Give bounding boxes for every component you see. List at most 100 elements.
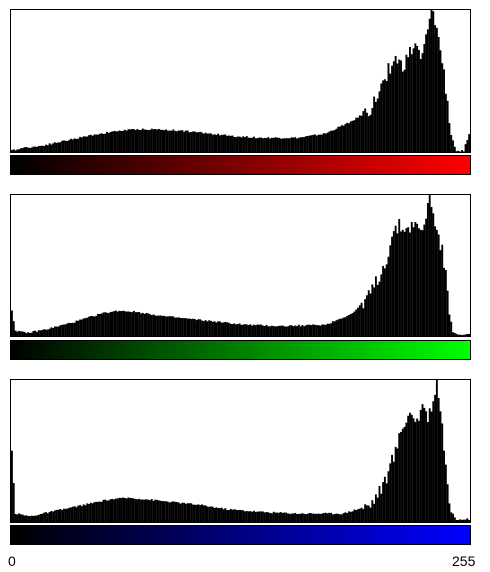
histogram-bin-green-215 [396,233,399,336]
histogram-bin-blue-172 [319,513,322,522]
histogram-bin-red-10 [28,147,31,152]
histogram-bin-green-26 [57,326,60,336]
histogram-bin-blue-231 [425,411,428,522]
histogram-bin-blue-182 [337,513,340,522]
histogram-bin-blue-98 [186,503,189,522]
histogram-bin-green-102 [193,319,196,336]
histogram-bin-red-90 [172,129,175,152]
histogram-bin-green-93 [177,317,180,336]
histogram-bin-blue-102 [193,504,196,522]
histogram-bin-red-97 [184,130,187,152]
histogram-bin-blue-6 [21,514,24,522]
histogram-bin-green-37 [77,320,80,336]
histogram-bin-green-99 [188,318,191,336]
histogram-bin-blue-233 [428,408,431,522]
histogram-bin-red-174 [322,133,325,152]
histogram-bin-green-160 [297,324,300,336]
histogram-bin-green-90 [172,316,175,336]
histogram-bin-blue-219 [403,426,406,522]
histogram-bin-green-210 [387,256,390,336]
histogram-bin-blue-245 [450,512,453,522]
histogram-bin-green-89 [170,316,173,336]
histogram-bin-green-27 [59,325,62,336]
histogram-bin-green-253 [464,334,467,336]
histogram-bin-green-2 [14,330,17,336]
histogram-bin-red-29 [62,140,65,152]
histogram-bin-blue-123 [231,509,234,522]
histogram-bin-blue-240 [441,423,444,522]
histogram-bin-blue-149 [278,512,281,522]
histogram-bin-red-175 [324,133,327,152]
histogram-bin-red-223 [410,54,413,152]
histogram-bin-green-59 [116,311,119,336]
histogram-bin-blue-230 [423,407,426,522]
histogram-bin-blue-33 [70,507,73,522]
histogram-bin-red-45 [91,135,94,152]
histogram-bin-red-55 [109,132,112,152]
histogram-bin-red-107 [202,133,205,152]
histogram-bin-green-103 [195,320,198,336]
histogram-bin-green-230 [423,224,426,336]
histogram-bin-green-82 [158,315,160,336]
histogram-bin-red-40 [82,136,85,152]
histogram-bin-green-204 [376,284,379,336]
histogram-bin-red-60 [118,130,121,152]
histogram-bin-red-141 [263,137,266,152]
histogram-bin-green-189 [349,314,352,336]
histogram-bin-green-6 [21,331,24,336]
histogram-bin-red-0 [11,150,13,152]
histogram-bin-green-19 [45,329,47,336]
histogram-bin-red-167 [310,135,313,152]
histogram-bin-blue-19 [45,512,47,522]
histogram-bin-blue-155 [288,513,291,522]
histogram-bin-red-140 [262,138,264,152]
histogram-bin-red-158 [294,137,297,152]
histogram-bin-green-41 [84,318,87,336]
histogram-bin-red-94 [179,130,182,152]
histogram-bin-green-188 [348,315,350,336]
histogram-bin-green-190 [351,313,354,336]
histogram-bin-green-29 [62,324,65,336]
histogram-bin-blue-121 [227,510,230,522]
histogram-bin-green-32 [68,322,71,336]
histogram-bin-red-101 [192,131,194,152]
histogram-bin-red-20 [46,145,49,152]
histogram-bin-green-234 [430,207,433,336]
histogram-bin-red-99 [188,132,191,152]
histogram-bin-blue-115 [217,507,220,522]
histogram-bin-red-69 [134,130,137,152]
histogram-bin-green-174 [322,324,325,336]
histogram-bin-green-193 [357,307,359,336]
histogram-bin-blue-166 [308,512,311,522]
histogram-bin-red-146 [272,137,275,152]
histogram-bin-red-212 [391,65,393,152]
histogram-bin-blue-71 [138,498,141,522]
histogram-bin-red-87 [166,130,169,152]
histogram-bin-red-177 [328,131,331,152]
histogram-bin-blue-225 [414,421,417,522]
histogram-bin-red-240 [441,63,444,152]
histogram-bin-red-51 [102,133,105,152]
histogram-bin-red-16 [39,145,42,152]
histogram-bin-blue-132 [247,511,250,522]
histogram-bin-green-153 [285,326,288,336]
histogram-bin-blue-15 [37,514,40,522]
histogram-bin-green-141 [263,325,266,336]
histogram-bin-blue-95 [181,502,184,522]
histogram-bin-blue-165 [306,513,309,522]
histogram-bin-green-144 [269,326,272,336]
histogram-bin-blue-215 [396,448,399,522]
histogram-bin-blue-56 [111,498,114,522]
histogram-bin-green-81 [156,315,159,336]
histogram-bin-red-125 [235,137,238,152]
histogram-bin-green-126 [236,323,239,336]
histogram-bin-red-248 [455,151,458,152]
histogram-bin-green-75 [145,312,148,336]
histogram-bin-blue-228 [419,409,422,522]
histogram-bin-green-16 [39,330,42,336]
histogram-bin-red-236 [434,25,437,152]
histogram-bin-blue-2 [14,513,17,522]
histogram-bin-red-191 [353,120,356,152]
histogram-bin-red-131 [245,136,248,152]
histogram-blue-svg [11,380,470,522]
